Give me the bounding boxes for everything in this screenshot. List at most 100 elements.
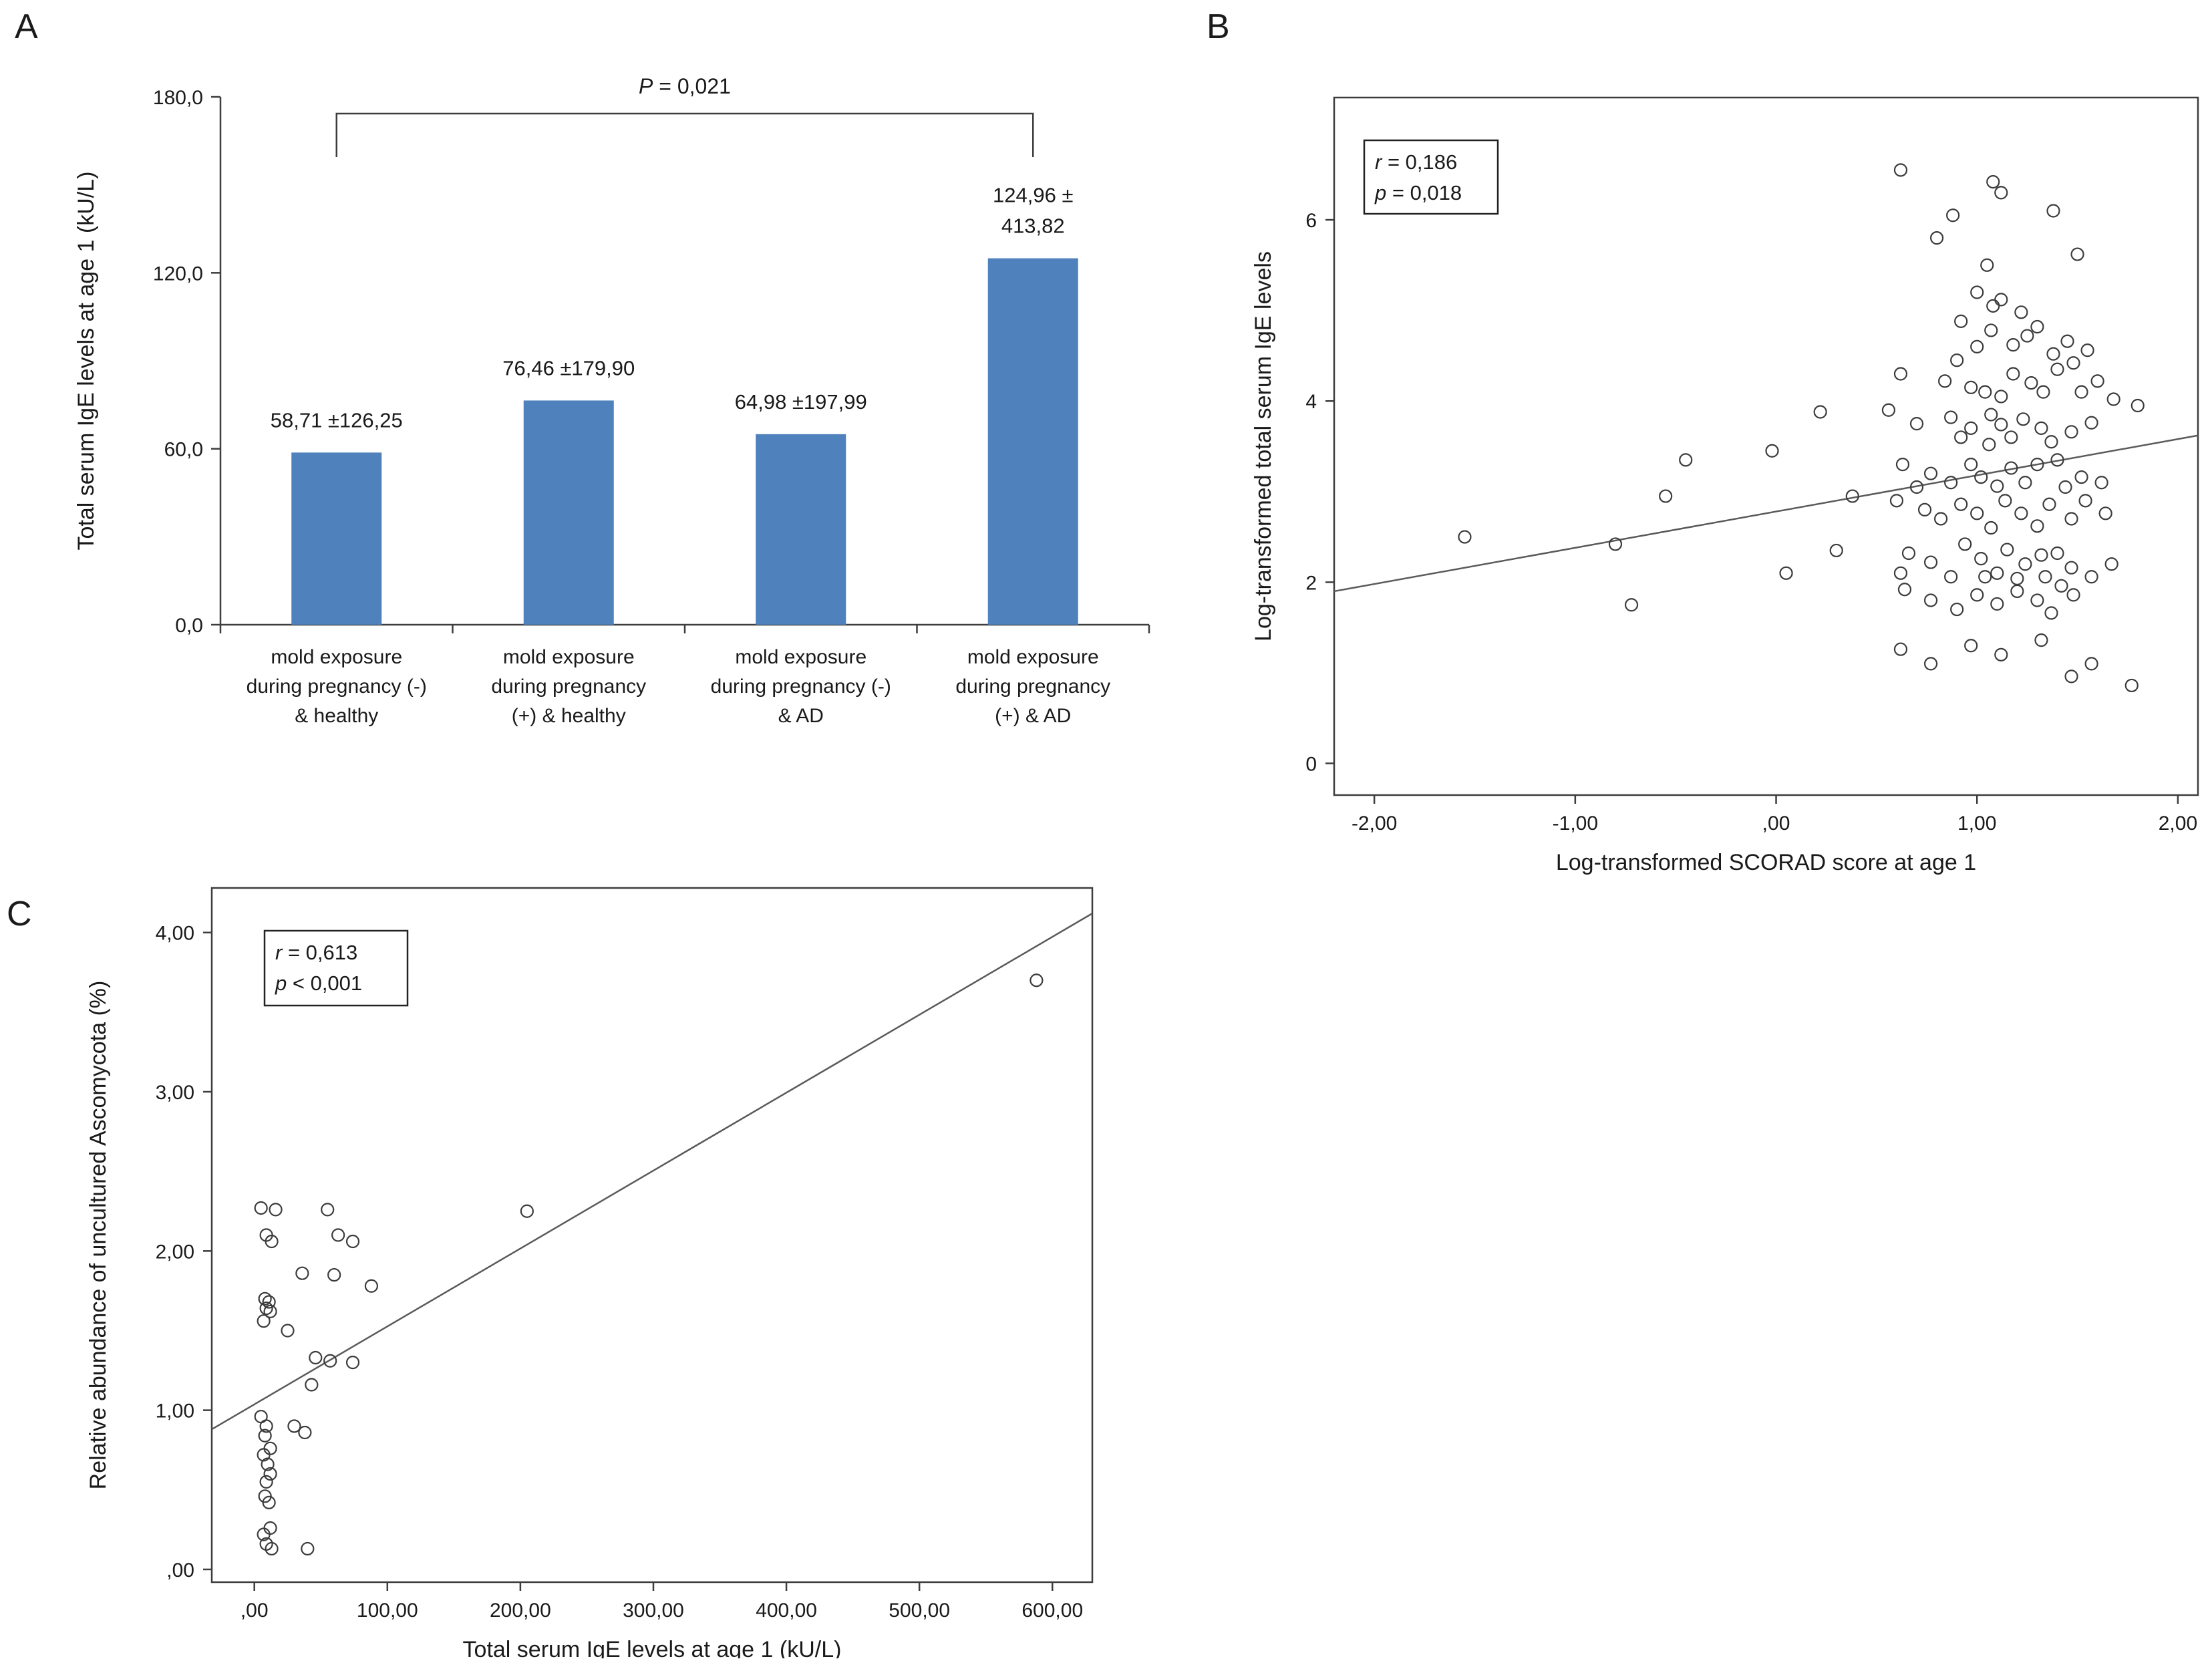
category-label: mold exposure	[271, 646, 402, 668]
data-point	[1964, 458, 1978, 472]
data-point	[1984, 520, 1998, 535]
y-tick-label: 60,0	[164, 439, 203, 461]
data-point	[327, 1267, 341, 1282]
p-value-label: P = 0,021	[639, 74, 731, 98]
data-point	[1964, 380, 1978, 394]
data-point	[1944, 570, 1958, 584]
annotation-line: r = 0,613	[275, 941, 357, 964]
data-point	[2050, 546, 2064, 561]
data-point	[2006, 367, 2020, 381]
data-point	[265, 1541, 279, 1556]
y-tick-label: 0	[1305, 754, 1317, 776]
data-point	[2034, 633, 2048, 647]
y-tick-label: 120,0	[153, 263, 203, 285]
x-tick-label: 500,00	[889, 1600, 950, 1622]
data-point	[305, 1378, 319, 1392]
data-point	[257, 1314, 271, 1328]
data-point	[1986, 174, 2000, 189]
x-tick-label: -2,00	[1352, 812, 1397, 835]
data-point	[2016, 412, 2030, 426]
data-point	[263, 1304, 277, 1318]
data-point	[1944, 410, 1958, 424]
data-point	[265, 1234, 279, 1249]
data-point	[2050, 453, 2064, 467]
data-point	[2124, 678, 2139, 693]
data-point	[2044, 435, 2058, 449]
data-point	[2058, 480, 2072, 494]
data-point	[1929, 231, 1944, 245]
y-axis-label: Total serum IgE levels at age 1 (kU/L)	[73, 172, 99, 551]
x-axis-label: Total serum IgE levels at age 1 (kU/L)	[463, 1637, 842, 1658]
x-tick-label: 1,00	[1957, 812, 1996, 835]
panel-label-b: B	[1207, 7, 1230, 46]
y-tick-label: ,00	[166, 1559, 194, 1581]
data-point	[2004, 461, 2018, 475]
y-tick-label: 0,0	[175, 615, 203, 637]
data-point	[1950, 353, 1964, 367]
data-point	[2064, 512, 2078, 526]
data-point	[2030, 593, 2044, 607]
data-point	[2064, 669, 2078, 684]
category-label: mold exposure	[967, 646, 1099, 668]
data-point	[2006, 338, 2020, 352]
panel-label-c: C	[7, 895, 32, 933]
data-point	[1923, 555, 1938, 569]
data-point	[1893, 367, 1908, 381]
x-tick-label: 200,00	[490, 1600, 551, 1622]
data-point	[2094, 476, 2108, 490]
bar-value-label: 124,96 ±	[993, 184, 1073, 207]
data-point	[2030, 319, 2044, 334]
y-tick-label: 1,00	[156, 1400, 194, 1422]
data-point	[1679, 453, 1693, 467]
data-point	[2014, 305, 2028, 319]
data-point	[1990, 479, 2004, 493]
annotation-box	[263, 929, 409, 1007]
y-tick-label: 3,00	[156, 1082, 194, 1104]
data-point	[1986, 299, 2000, 313]
category-label: during pregnancy (-)	[247, 675, 427, 698]
data-point	[1893, 642, 1908, 656]
y-axis-label: Relative abundance of uncultured Ascomyc…	[86, 981, 111, 1490]
x-tick-label: -1,00	[1553, 812, 1598, 835]
data-point	[298, 1425, 312, 1440]
y-tick-label: 2,00	[156, 1241, 194, 1263]
data-point	[345, 1234, 360, 1249]
annotation-box	[1363, 139, 1499, 215]
data-point	[2130, 398, 2145, 413]
data-point	[261, 1457, 275, 1471]
data-point	[2104, 557, 2118, 571]
data-point	[1458, 530, 1472, 544]
data-point	[1970, 285, 1984, 299]
bar	[987, 258, 1078, 625]
data-point	[301, 1541, 315, 1556]
y-tick-label: 180,0	[153, 87, 203, 109]
data-point	[258, 1428, 272, 1443]
data-point	[2054, 579, 2068, 593]
x-tick-label: 2,00	[2159, 812, 2197, 835]
data-point	[287, 1419, 301, 1433]
data-point	[2064, 425, 2078, 439]
data-point	[1998, 494, 2012, 508]
bar-value-label: 413,82	[1001, 214, 1065, 238]
data-point	[2060, 334, 2074, 348]
y-tick-label: 2	[1305, 572, 1317, 594]
data-point	[1994, 390, 2008, 404]
data-point	[2098, 506, 2112, 520]
data-point	[2046, 347, 2060, 361]
data-point	[1978, 570, 1992, 584]
data-point	[1889, 494, 1904, 508]
bar-chart-serum-ige: 0,0 60,0 120,0 180,0 58,71 ±126,25 76,46 ±179…	[73, 74, 1150, 727]
data-point	[2000, 543, 2014, 557]
data-point	[2090, 374, 2104, 388]
annotation-line: p < 0,001	[275, 971, 362, 995]
data-point	[1608, 537, 1623, 551]
data-point	[2018, 557, 2032, 571]
scatter-scorad-vs-ige: -2,00 -1,00 ,00 1,00 2,00 0 2 4 6 r = 0,186 p = 0,…	[1251, 96, 2199, 875]
data-point	[2074, 470, 2088, 484]
category-label: (+) & healthy	[512, 705, 626, 727]
data-point	[1923, 657, 1938, 671]
data-point	[257, 1527, 271, 1541]
data-point	[1030, 973, 1044, 988]
bar	[291, 452, 382, 625]
